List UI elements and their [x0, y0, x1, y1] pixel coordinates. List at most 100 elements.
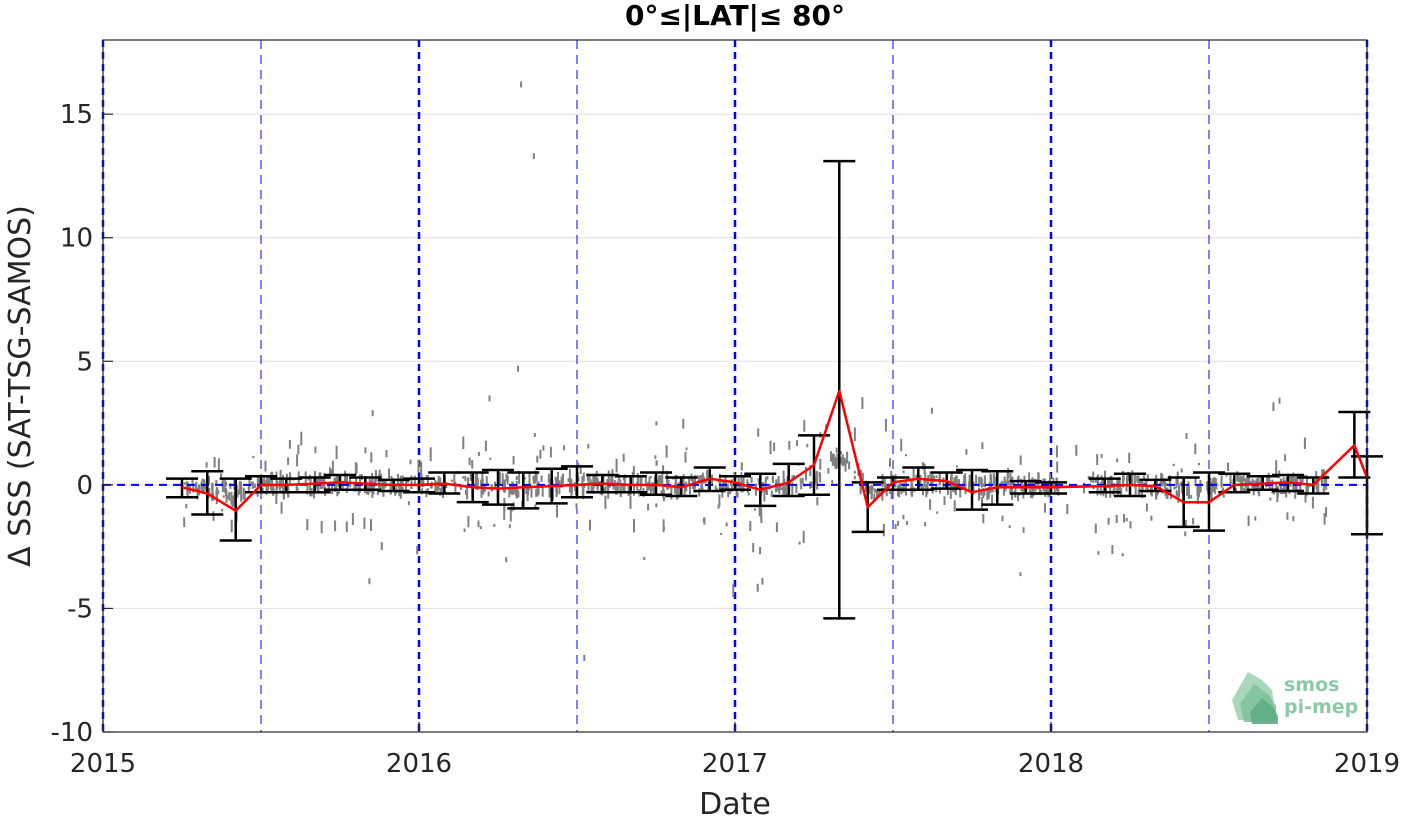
- scatter-point: [416, 545, 419, 555]
- scatter-point: [1028, 472, 1031, 486]
- scatter-point: [766, 490, 768, 495]
- scatter-point: [685, 447, 688, 451]
- scatter-point: [983, 490, 986, 496]
- scatter-point: [802, 530, 805, 543]
- scatter-point: [1066, 504, 1069, 514]
- scatter-point: [723, 479, 725, 488]
- scatter-point: [835, 447, 838, 453]
- scatter-point: [562, 473, 564, 482]
- scatter-point: [337, 490, 340, 494]
- scatter-point: [1227, 462, 1229, 471]
- scatter-point: [696, 475, 699, 479]
- scatter-point: [1292, 472, 1295, 485]
- scatter-point: [547, 473, 550, 482]
- scatter-point: [399, 486, 402, 499]
- scatter-point: [251, 481, 254, 489]
- scatter-point: [353, 481, 356, 492]
- scatter-point: [1055, 445, 1058, 458]
- scatter-point: [956, 465, 958, 468]
- y-tick-label: 15: [60, 100, 93, 130]
- scatter-point: [577, 462, 579, 467]
- scatter-point: [736, 491, 739, 498]
- scatter-point: [1325, 482, 1328, 490]
- scatter-point: [809, 465, 812, 476]
- scatter-point: [616, 481, 619, 491]
- scatter-point: [936, 511, 939, 514]
- scatter-point: [1056, 461, 1059, 473]
- scatter-point: [1146, 485, 1149, 493]
- scatter-point: [225, 481, 228, 487]
- scatter-point: [1007, 480, 1010, 486]
- scatter-point: [929, 471, 932, 478]
- scatter-point: [590, 481, 593, 492]
- scatter-point: [439, 487, 442, 496]
- scatter-point: [261, 487, 264, 494]
- scatter-point: [185, 503, 188, 509]
- scatter-point: [1322, 469, 1325, 474]
- scatter-point: [632, 466, 635, 476]
- scatter-point: [505, 557, 508, 563]
- scatter-point: [389, 485, 392, 489]
- scatter-point: [978, 476, 980, 487]
- scatter-point: [437, 475, 440, 490]
- smos-pimep-logo: smos pi-mep: [1232, 672, 1358, 724]
- scatter-point: [1276, 489, 1279, 503]
- scatter-point: [725, 522, 728, 527]
- scatter-point: [593, 475, 596, 479]
- scatter-point: [981, 497, 983, 509]
- scatter-point: [1173, 486, 1176, 490]
- scatter-point: [661, 472, 664, 485]
- scatter-point: [1192, 518, 1195, 525]
- scatter-point: [972, 485, 975, 495]
- scatter-point: [509, 507, 512, 522]
- scatter-point: [1133, 473, 1136, 488]
- scatter-point: [1117, 477, 1120, 488]
- scatter-point: [1102, 491, 1105, 497]
- scatter-point: [560, 476, 563, 488]
- scatter-point: [385, 450, 388, 458]
- scatter-point: [582, 472, 585, 482]
- scatter-point: [309, 482, 312, 497]
- scatter-point: [1225, 474, 1228, 477]
- scatter-point: [704, 480, 707, 484]
- scatter-point: [1125, 517, 1128, 522]
- scatter-point: [208, 488, 211, 494]
- scatter-point: [1017, 475, 1020, 482]
- scatter-point: [323, 480, 326, 490]
- scatter-point: [588, 473, 591, 480]
- scatter-point: [1139, 481, 1141, 484]
- scatter-point: [183, 517, 186, 527]
- scatter-point: [1044, 503, 1046, 513]
- scatter-point: [240, 485, 243, 500]
- scatter-point: [902, 490, 905, 493]
- scatter-point: [417, 459, 420, 473]
- scatter-point: [434, 479, 437, 494]
- scatter-point: [805, 473, 807, 480]
- scatter-point: [1240, 485, 1243, 492]
- scatter-point: [1179, 482, 1182, 486]
- scatter-point: [968, 484, 970, 493]
- scatter-point: [775, 522, 778, 532]
- scatter-point: [666, 485, 669, 490]
- scatter-point: [463, 528, 466, 532]
- scatter-point: [703, 517, 706, 525]
- scatter-point: [873, 493, 876, 502]
- scatter-point: [724, 476, 727, 490]
- scatter-point: [314, 446, 317, 454]
- scatter-point: [515, 475, 518, 481]
- scatter-point: [1032, 487, 1035, 497]
- scatter-point: [1199, 485, 1202, 492]
- scatter-point: [905, 454, 907, 457]
- scatter-point: [398, 485, 401, 488]
- scatter-point: [869, 486, 871, 494]
- scatter-point: [1271, 479, 1274, 494]
- scatter-point: [318, 476, 320, 485]
- scatter-point: [1143, 475, 1146, 481]
- scatter-point: [655, 503, 658, 508]
- scatter-point: [450, 479, 453, 482]
- scatter-point: [370, 452, 373, 463]
- scatter-point: [608, 485, 611, 488]
- scatter-point: [1222, 494, 1225, 498]
- scatter-point: [773, 442, 776, 452]
